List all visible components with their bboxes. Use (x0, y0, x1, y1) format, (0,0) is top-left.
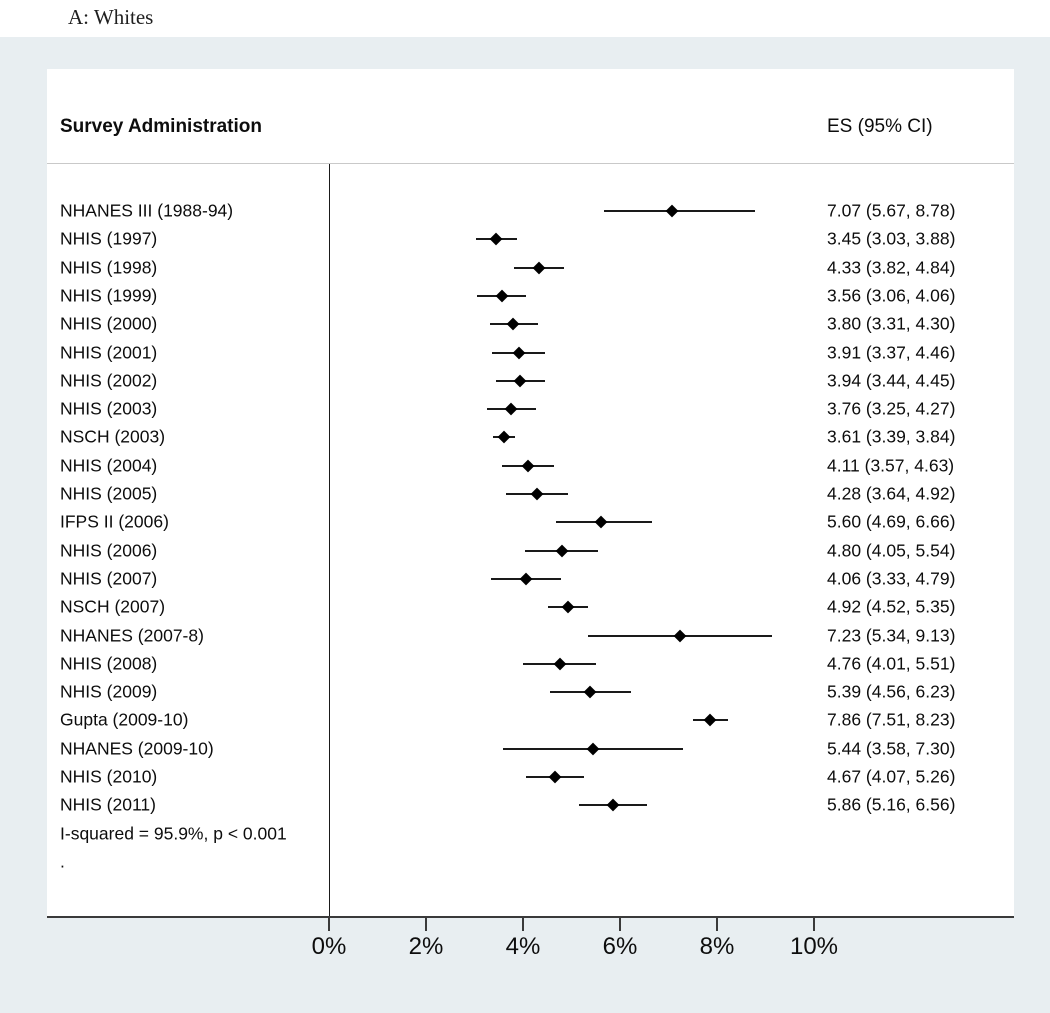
point-estimate-marker (495, 289, 509, 303)
es-ci-value: 4.06 (3.33, 4.79) (827, 568, 956, 589)
heterogeneity-note: I-squared = 95.9%, p < 0.001 (60, 823, 287, 844)
trailing-period: . (60, 851, 65, 872)
es-ci-value: 3.45 (3.03, 3.88) (827, 228, 956, 249)
study-label: NHIS (2010) (60, 766, 158, 787)
point-estimate-marker (549, 770, 562, 784)
point-estimate-marker (606, 798, 620, 812)
study-label: NHIS (2008) (60, 653, 158, 674)
point-estimate-marker (519, 572, 533, 586)
study-label: NHIS (1997) (60, 228, 158, 249)
study-label: NHIS (2006) (60, 540, 158, 561)
x-axis-tick (522, 918, 524, 931)
es-ci-value: 7.86 (7.51, 8.23) (827, 709, 956, 730)
point-estimate-marker (530, 487, 543, 501)
x-axis-tick-label: 8% (699, 933, 735, 960)
x-axis-tick (425, 918, 427, 931)
point-estimate-marker (532, 261, 546, 274)
point-estimate-marker (506, 317, 520, 331)
zero-axis-line (328, 164, 330, 916)
x-axis-tick-label: 4% (505, 933, 541, 960)
point-estimate-marker (584, 685, 597, 699)
es-ci-value: 3.94 (3.44, 4.45) (827, 370, 956, 391)
point-estimate-marker (594, 515, 607, 529)
x-axis-tick (716, 918, 718, 931)
point-estimate-marker (513, 374, 527, 388)
es-ci-value: 4.92 (4.52, 5.35) (827, 596, 956, 617)
study-label: NHIS (1999) (60, 285, 158, 306)
es-ci-value: 5.86 (5.16, 6.56) (827, 794, 956, 815)
study-label: NHIS (2005) (60, 483, 158, 504)
es-ci-value: 4.76 (4.01, 5.51) (827, 653, 956, 674)
study-label: NHIS (2007) (60, 568, 158, 589)
x-axis-tick-label: 0% (311, 933, 347, 960)
es-ci-value: 3.80 (3.31, 4.30) (827, 313, 956, 334)
study-label: NHANES (2007-8) (60, 625, 204, 645)
point-estimate-marker (521, 459, 535, 473)
confidence-interval-line (603, 210, 755, 212)
point-estimate-marker (673, 629, 687, 642)
x-axis-tick-label: 6% (602, 933, 638, 960)
study-label: NSCH (2007) (60, 596, 166, 617)
es-ci-value: 5.44 (3.58, 7.30) (827, 738, 956, 759)
study-label: NHIS (2002) (60, 370, 158, 391)
point-estimate-marker (504, 402, 518, 416)
es-ci-value: 3.56 (3.06, 4.06) (827, 285, 956, 306)
panel-title: A: Whites (68, 5, 154, 29)
study-label: NHIS (2009) (60, 681, 158, 702)
es-ci-value: 3.61 (3.39, 3.84) (827, 426, 956, 447)
x-axis-tick-label: 10% (789, 933, 839, 960)
es-ci-value: 3.91 (3.37, 4.46) (827, 342, 956, 362)
study-label: NHIS (2001) (60, 342, 158, 362)
study-label: NHIS (1998) (60, 257, 158, 278)
es-ci-value: 4.80 (4.05, 5.54) (827, 540, 956, 561)
study-label: NHIS (2011) (60, 794, 156, 815)
forest-plot-panel: Survey Administration ES (95% CI) NHANES… (47, 69, 1014, 918)
es-ci-value: 4.11 (3.57, 4.63) (827, 455, 955, 476)
x-axis-tick-label: 2% (408, 933, 444, 960)
column-header-survey-administration: Survey Administration (60, 116, 263, 137)
header-separator-line (47, 163, 1014, 164)
point-estimate-marker (497, 431, 511, 444)
study-label: NHIS (2004) (60, 455, 158, 476)
x-axis-tick (619, 918, 621, 931)
es-ci-value: 7.07 (5.67, 8.78) (827, 200, 956, 221)
point-estimate-marker (512, 346, 525, 359)
point-estimate-marker (586, 742, 600, 756)
study-label: NHIS (2000) (60, 313, 158, 334)
study-label: NHANES (2009-10) (60, 738, 214, 759)
x-axis-tick (328, 918, 330, 931)
point-estimate-marker (703, 714, 717, 727)
study-label: IFPS II (2006) (60, 511, 169, 532)
point-estimate-marker (553, 657, 567, 671)
plot-canvas: Survey Administration ES (95% CI) NHANES… (0, 37, 1050, 1013)
point-estimate-marker (665, 204, 679, 218)
es-ci-value: 3.76 (3.25, 4.27) (827, 398, 956, 419)
es-ci-value: 4.33 (3.82, 4.84) (827, 257, 956, 278)
x-axis-tick (813, 918, 815, 931)
study-label: NHIS (2003) (60, 398, 158, 419)
es-ci-value: 4.28 (3.64, 4.92) (827, 483, 956, 504)
es-ci-value: 5.60 (4.69, 6.66) (827, 511, 956, 532)
study-label: NHANES III (1988-94) (60, 200, 234, 221)
study-label: NSCH (2003) (60, 426, 166, 447)
es-ci-value: 7.23 (5.34, 9.13) (827, 625, 956, 645)
point-estimate-marker (555, 544, 569, 557)
column-header-es-ci: ES (95% CI) (827, 116, 933, 137)
point-estimate-marker (489, 232, 503, 246)
es-ci-value: 5.39 (4.56, 6.23) (827, 681, 956, 702)
point-estimate-marker (561, 600, 574, 614)
es-ci-value: 4.67 (4.07, 5.26) (827, 766, 956, 787)
study-label: Gupta (2009-10) (60, 709, 189, 730)
